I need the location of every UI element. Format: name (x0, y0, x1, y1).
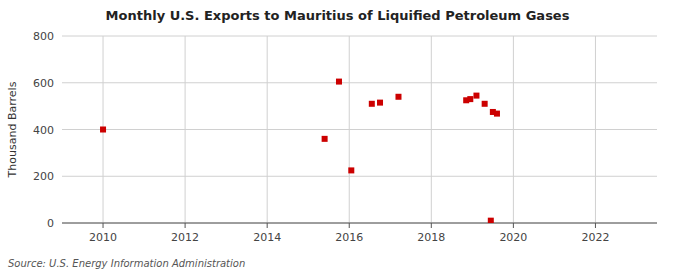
scatter-point (494, 111, 500, 117)
y-grid-line (62, 176, 657, 177)
scatter-point (482, 101, 488, 107)
x-tick-mark (349, 223, 350, 228)
scatter-point (100, 127, 106, 133)
x-grid-line (267, 36, 268, 223)
x-grid-line (595, 36, 596, 223)
scatter-point (467, 96, 473, 102)
x-grid-line (349, 36, 350, 223)
scatter-point (348, 167, 354, 173)
scatter-point (488, 218, 494, 223)
scatter-point (369, 101, 375, 107)
y-grid-line (62, 82, 657, 83)
y-tick-label: 600 (33, 77, 54, 90)
points (100, 79, 500, 223)
y-tick-label: 800 (33, 30, 54, 43)
x-tick-mark (595, 223, 596, 228)
y-axis-label: Thousand Barrels (6, 81, 19, 178)
grid (62, 36, 657, 223)
x-axis-line (62, 223, 657, 224)
x-tick-mark (513, 223, 514, 228)
x-tick-mark (103, 223, 104, 228)
scatter-point (395, 94, 401, 100)
x-tick-label: 2018 (417, 231, 445, 244)
x-tick-label: 2016 (335, 231, 363, 244)
title: Monthly U.S. Exports to Mauritius of Liq… (106, 8, 570, 23)
x-tick-label: 2020 (499, 231, 527, 244)
x-tick-mark (267, 223, 268, 228)
chart-svg: Monthly U.S. Exports to Mauritius of Liq… (0, 0, 675, 275)
y-tick-label: 400 (33, 124, 54, 137)
x-tick-mark (431, 223, 432, 228)
x-grid-line (431, 36, 432, 223)
x-tick-label: 2014 (253, 231, 281, 244)
chart-container: Monthly U.S. Exports to Mauritius of Liq… (0, 0, 675, 275)
y-tick-label: 0 (47, 217, 54, 230)
scatter-point (377, 100, 383, 106)
x-tick-label: 2010 (89, 231, 117, 244)
y-grid-line (62, 129, 657, 130)
y-grid-line (62, 223, 657, 224)
x-grid-line (513, 36, 514, 223)
scatter-point (322, 136, 328, 142)
source-note: Source: U.S. Energy Information Administ… (8, 258, 245, 269)
x-tick-label: 2012 (171, 231, 199, 244)
y-grid-line (62, 36, 657, 37)
scatter-point (473, 93, 479, 99)
x-tick-label: 2022 (581, 231, 609, 244)
x-tick-mark (185, 223, 186, 228)
scatter-point (336, 79, 342, 85)
x-grid-line (185, 36, 186, 223)
y-tick-label: 200 (33, 170, 54, 183)
